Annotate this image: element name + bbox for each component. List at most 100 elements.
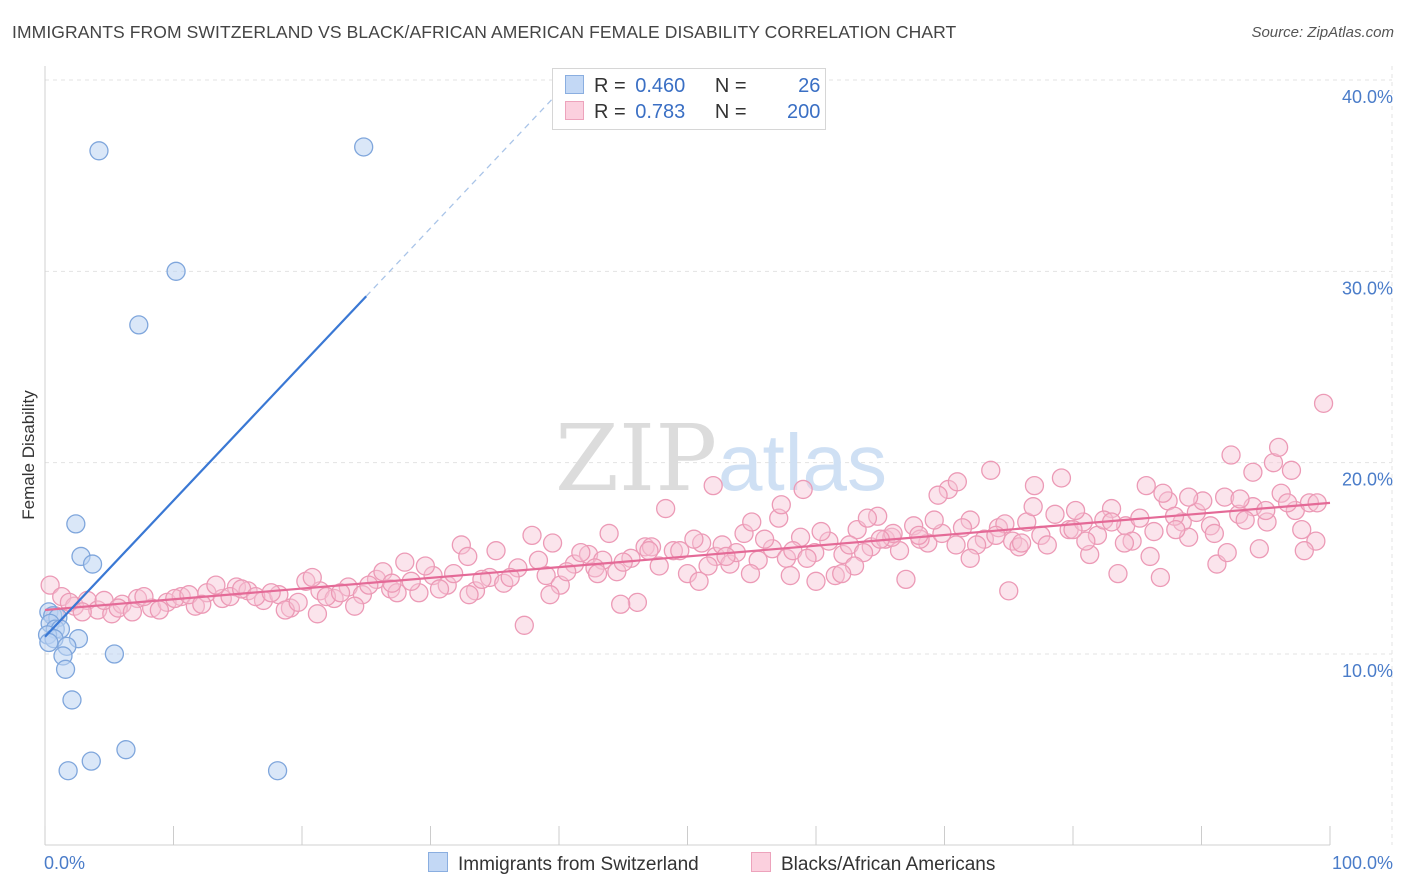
pink-point-129: [571, 542, 591, 563]
pink-point-97: [122, 602, 143, 622]
pink-point-192: [1076, 531, 1096, 551]
pink-point-179: [1277, 493, 1298, 513]
legend-r-value-swiss: 0.460: [635, 75, 686, 97]
blue-point-3: [129, 315, 149, 335]
blue-point-1: [354, 137, 374, 157]
pink-point-215: [780, 565, 800, 586]
pink-point-223: [1166, 519, 1186, 540]
x-tick-labels: 0.0% 100.0%: [44, 853, 1393, 873]
pink-point-136: [670, 541, 690, 561]
watermark-zip: ZIP: [555, 405, 717, 512]
bottom-legend-swatch-blacks: [751, 852, 771, 872]
pink-point-131: [599, 523, 619, 544]
y-tick-label-2: 30.0%: [1342, 278, 1393, 298]
pink-point-135: [656, 498, 676, 519]
bottom-legend-item-blacks: Blacks/African Americans: [751, 852, 995, 876]
series-swiss-points: [37, 137, 374, 781]
legend-swatch-swiss: [565, 75, 584, 94]
pink-point-26: [395, 552, 415, 572]
pink-point-206: [1294, 541, 1314, 561]
pink-point-113: [345, 596, 365, 616]
pink-point-204: [1179, 487, 1199, 507]
pink-point-154: [924, 510, 944, 530]
pink-point-72: [1045, 504, 1065, 524]
bottom-legend-label-blacks: Blacks/African Americans: [781, 854, 996, 875]
pink-point-23: [352, 585, 373, 605]
bottom-legend-label-swiss: Immigrants from Switzerland: [458, 854, 699, 875]
watermark: ZIP atlas: [555, 405, 887, 512]
pink-point-198: [742, 512, 762, 532]
pink-point-137: [684, 529, 704, 549]
pink-point-168: [1122, 531, 1142, 551]
legend-r-label: R =: [594, 101, 626, 123]
blue-point-19: [104, 644, 125, 664]
pink-point-217: [857, 508, 878, 528]
pink-point-195: [1268, 437, 1289, 458]
blue-point-21: [62, 690, 82, 710]
blue-point-0: [89, 141, 109, 161]
x-tick-label-1: 100.0%: [1332, 853, 1393, 873]
pink-point-121: [458, 546, 478, 567]
trendline-blacks: [44, 501, 1331, 612]
pink-point-199: [793, 479, 813, 500]
pink-point-211: [1204, 523, 1224, 544]
blue-point-24: [58, 761, 78, 781]
pink-point-109: [288, 592, 308, 612]
pink-point-190: [928, 485, 948, 505]
pink-point-119: [429, 579, 450, 599]
pink-point-222: [1114, 533, 1135, 553]
pink-point-125: [514, 615, 534, 635]
legend: R = 0.460 N = 26 R = 0.783 N = 200: [552, 68, 826, 130]
pink-point-84: [1214, 487, 1235, 507]
legend-swatch-blacks: [565, 101, 584, 120]
y-tick-label-3: 40.0%: [1342, 87, 1393, 107]
blue-point-6: [82, 554, 103, 574]
pink-point-112: [330, 583, 351, 603]
pink-point-210: [1140, 546, 1160, 567]
pink-point-162: [1037, 535, 1057, 555]
pink-point-167: [1108, 563, 1128, 584]
pink-point-209: [986, 525, 1006, 546]
legend-r-value-blacks: 0.783: [635, 101, 686, 123]
pink-point-214: [716, 546, 736, 567]
axes: [44, 66, 1331, 846]
pink-point-175: [1221, 445, 1241, 465]
pink-point-117: [401, 571, 421, 591]
pink-point-161: [1023, 497, 1043, 517]
pink-point-127: [542, 533, 563, 553]
pink-point-124: [500, 567, 520, 588]
bottom-legend-swatch-swiss: [428, 852, 448, 872]
pink-point-103: [206, 575, 226, 595]
blue-point-22: [116, 740, 136, 760]
pink-point-46: [677, 563, 698, 584]
pink-point-212: [587, 563, 608, 584]
pink-point-141: [740, 563, 761, 584]
legend-row-blacks: R = 0.783 N = 200: [565, 101, 820, 127]
pink-point-118: [415, 556, 436, 576]
pink-point-149: [853, 542, 874, 563]
pink-point-99: [149, 600, 170, 620]
pink-point-182: [307, 604, 328, 624]
pink-point-207: [806, 571, 826, 591]
pink-point-76: [1101, 498, 1122, 519]
pink-point-218: [909, 525, 929, 546]
pink-point-191: [999, 581, 1019, 601]
pink-point-187: [689, 571, 709, 591]
pink-point-173: [1193, 491, 1213, 511]
pink-point-123: [486, 541, 506, 561]
watermark-atlas: atlas: [718, 418, 887, 507]
pink-point-205: [1243, 462, 1263, 482]
pink-point-163: [1051, 468, 1072, 488]
pink-point-183: [382, 573, 402, 593]
pink-point-107: [261, 583, 281, 603]
pink-point-146: [811, 521, 831, 542]
pink-point-65: [946, 535, 966, 555]
pink-point-170: [1150, 567, 1171, 588]
pink-point-197: [703, 475, 723, 496]
pink-point-27: [409, 583, 429, 603]
pink-point-66: [960, 510, 980, 530]
pink-point-110: [302, 567, 322, 588]
pink-point-177: [1249, 539, 1269, 559]
pink-point-193: [1153, 483, 1173, 503]
pink-point-34: [508, 558, 528, 578]
